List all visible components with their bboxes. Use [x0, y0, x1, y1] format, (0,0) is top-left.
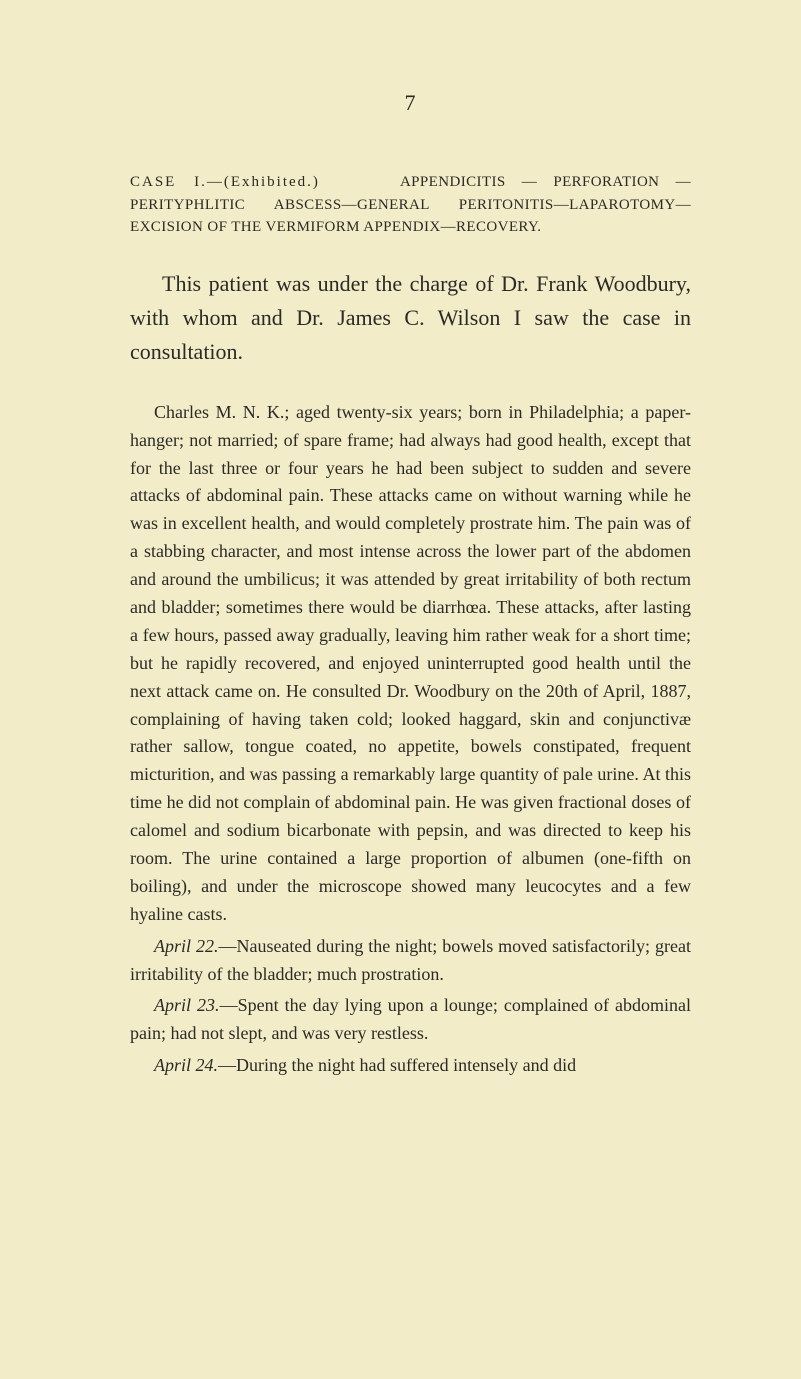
date-label: April 24.: [154, 1055, 218, 1075]
document-page: 7 CASE I.—(Exhibited.) APPENDICITIS — PE…: [0, 0, 801, 1379]
case-heading-prefix: CASE I.—(Exhibited.): [130, 174, 320, 190]
body-paragraph-3: April 23.—Spent the day lying upon a lou…: [130, 992, 691, 1048]
body-paragraph-2: April 22.—Nauseated during the night; bo…: [130, 933, 691, 989]
body-paragraph-4: April 24.—During the night had suffered …: [130, 1052, 691, 1080]
page-number: 7: [130, 90, 691, 116]
intro-paragraph: This patient was under the charge of Dr.…: [130, 267, 691, 369]
paragraph-body: —During the night had suffered intensely…: [218, 1055, 576, 1075]
body-paragraph-1: Charles M. N. K.; aged twenty-six years;…: [130, 399, 691, 929]
case-heading: CASE I.—(Exhibited.) APPENDICITIS — PERF…: [130, 171, 691, 239]
date-label: April 23.: [154, 995, 220, 1015]
date-label: April 22.: [154, 936, 218, 956]
